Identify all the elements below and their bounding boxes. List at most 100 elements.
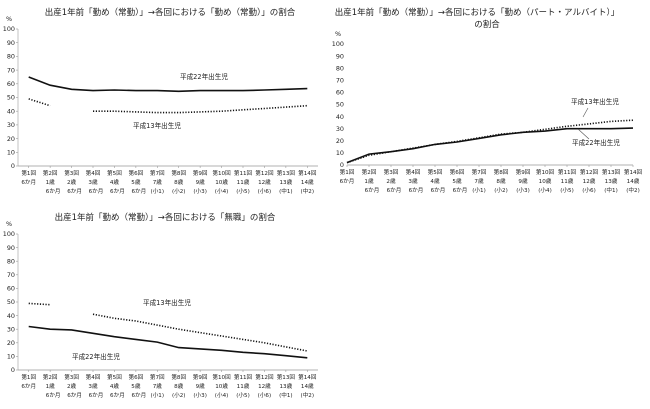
x-tick-label: 第12回 12歳(小6) [255,373,274,399]
x-tick-label-line: 第1回 [21,373,36,381]
x-tick-label-line: 第6回 [128,373,143,381]
y-tick-label: 0 [340,161,344,169]
x-tick-label-line: 第7回 [150,373,165,381]
x-tick-label-line: 6か月 [431,187,446,194]
x-tick-label-line: 7歳 [153,178,163,186]
series-label-leader [582,107,589,118]
y-tick-label: 80 [336,64,344,72]
x-tick-label-line: 5歳 [452,177,462,185]
series-label-leader [577,128,590,140]
y-tick-label: 30 [7,121,15,129]
x-tick-label-line: 6か月 [67,188,82,195]
x-tick-label-line: 8歳 [496,177,506,185]
x-tick-label-line: (小4) [538,186,552,194]
x-tick-label-line: 6か月 [21,179,36,186]
series-line-h13 [28,98,51,107]
x-tick-label-line: 5歳 [131,178,141,186]
x-tick-label-line: 12歳 [258,178,271,186]
y-tick-label: 0 [11,162,15,170]
y-tick-label: 100 [3,230,15,238]
x-tick-label-line: 第12回 [255,373,274,381]
x-tick-label-line: 第12回 [580,168,599,176]
x-tick-label: 第12回 12歳(小6) [580,168,599,194]
x-tick-label: 第10回 10歳(小4) [212,169,231,195]
x-tick-label-line: 6か月 [67,392,82,399]
y-axis-unit: % [335,30,341,38]
x-tick-label-line: 第1回 [21,169,36,177]
y-tick-label: 90 [336,52,344,60]
x-tick-label-line: 11歳 [237,178,250,186]
x-tick-label-line: (中1) [279,187,293,195]
x-tick-label-line: 第9回 [516,168,531,176]
x-tick-label-line: 第14回 [298,169,317,177]
y-tick-label: 20 [336,137,344,145]
x-tick-label: 第2回 1歳 6か月 [362,168,380,194]
x-tick-label-line: 9歳 [196,178,206,186]
x-tick-label: 第7回 7歳(小1) [150,169,165,195]
x-tick-label: 第7回 7歳(小1) [150,373,165,399]
x-tick-label-line: 6か月 [409,187,424,194]
x-tick-label-line: 6か月 [21,383,36,390]
y-tick-label: 50 [336,101,344,109]
x-tick-label-line: 13歳 [279,178,292,186]
series-line-h22 [28,76,308,93]
x-tick-label: 第5回 4歳 6か月 [107,169,125,195]
x-tick-label-line: 8歳 [174,382,184,390]
x-tick-label-line: 6か月 [110,392,125,399]
x-tick-label-line: 6か月 [387,187,402,194]
x-tick-label-line: (中1) [279,391,293,399]
x-tick-label: 第9回 9歳(小3) [193,169,208,195]
x-tick-label-line: (小2) [494,186,508,194]
chart-3: 出産1年前「勤め（常勤）」→各回における「無職」の割合% 0 10 20 30 40 50 6… [3,212,318,399]
x-tick-label: 第9回 9歳(小3) [516,168,531,194]
x-tick-label: 第8回 8歳(小2) [171,373,186,399]
series-label: 平成13年出生児 [571,97,619,106]
series-label: 平成13年出生児 [143,298,191,307]
x-tick-label-line: (小2) [172,187,186,195]
series-label: 平成22年出生児 [180,72,228,81]
x-tick-label-line: 1歳 [364,177,374,185]
chart-2: 出産1年前「勤め（常勤）」→各回における「勤め（パート・アルバイト）」の割合% 0… [332,7,643,194]
y-tick-label: 10 [7,353,15,361]
x-tick-label-line: (中2) [626,186,640,194]
x-tick-label-line: 2歳 [386,177,396,185]
x-tick-label-line: 第2回 [362,168,377,176]
x-tick-label: 第12回 12歳(小6) [255,169,274,195]
x-tick-label-line: 10歳 [215,382,228,390]
x-tick-label: 第9回 9歳(小3) [193,373,208,399]
x-tick-label-line: (小1) [472,186,486,194]
x-tick-label: 第1回 6か月 [21,373,36,390]
x-tick-label-line: 10歳 [215,178,228,186]
x-tick-label-line: 14歳 [301,382,314,390]
x-tick-label-line: 7歳 [474,177,484,185]
x-tick-label-line: 第5回 [107,373,122,381]
x-tick-label: 第5回 4歳 6か月 [428,168,446,194]
x-tick-label: 第1回 6か月 [21,169,36,186]
x-tick-label: 第4回 3歳 6か月 [86,373,104,399]
x-tick-label: 第13回 13歳(中1) [277,373,296,399]
x-tick-label-line: 第11回 [234,373,253,381]
x-tick-label-line: 14歳 [301,178,314,186]
y-axis-unit: % [6,15,12,23]
x-tick-label-line: 2歳 [67,382,77,390]
x-tick-label-line: 3歳 [88,382,98,390]
x-tick-label-line: 第5回 [107,169,122,177]
y-tick-label: 100 [332,40,344,48]
x-tick-label: 第11回 11歳(小5) [558,168,577,194]
x-tick-label-line: 6か月 [110,188,125,195]
x-tick-label: 第6回 5歳 6か月 [128,373,146,399]
x-tick-label: 第13回 13歳(中1) [277,169,296,195]
x-tick-label-line: 第13回 [602,168,621,176]
x-tick-label-line: (小1) [151,187,165,195]
y-tick-label: 0 [11,366,15,374]
x-tick-label-line: 第4回 [86,169,101,177]
x-tick-label-line: 第10回 [212,169,231,177]
chart-title: 出産1年前「勤め（常勤）」→各回における「勤め（パート・アルバイト）」の割合 [335,7,619,30]
x-tick-label-line: (中2) [301,391,315,399]
series-label: 平成22年出生児 [572,138,620,147]
x-tick-label-line: 1歳 [46,178,56,186]
x-tick-label-line: 6か月 [340,178,355,185]
x-tick-label: 第14回 14歳(中2) [624,168,643,194]
y-tick-label: 50 [7,298,15,306]
